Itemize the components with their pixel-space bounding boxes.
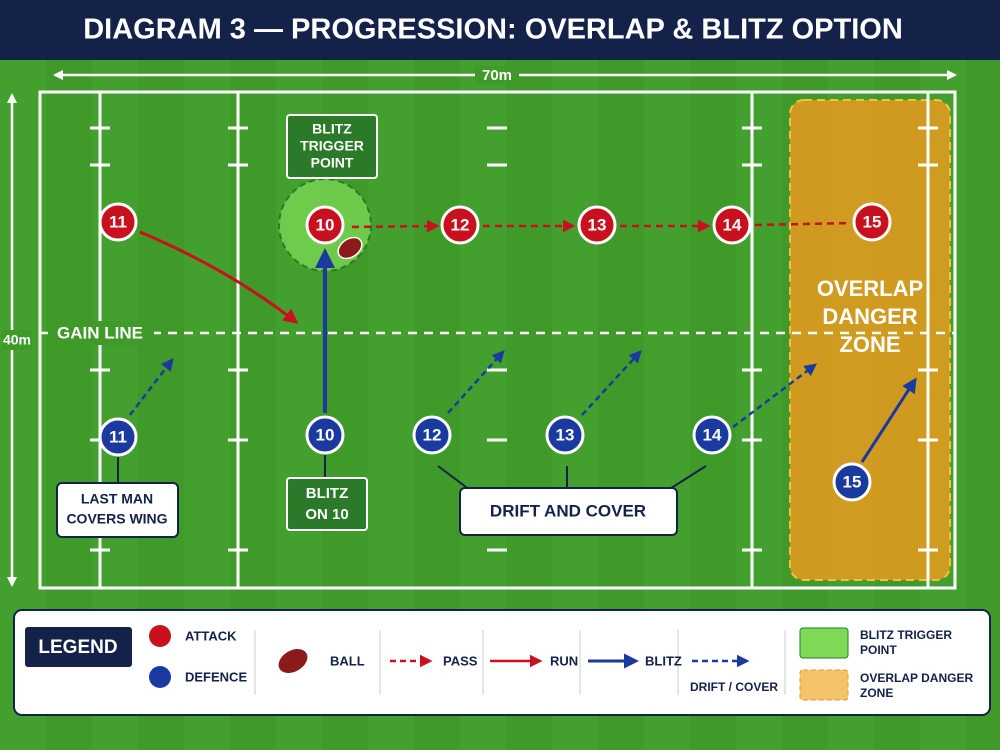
attacker xyxy=(440,205,480,245)
pitch-outline xyxy=(38,90,957,590)
legend-label: BLITZ TRIGGER xyxy=(860,628,952,642)
legend-swatch xyxy=(799,669,849,701)
run-arrow xyxy=(139,230,299,324)
legend-label: BLITZ xyxy=(645,653,682,668)
attacker xyxy=(712,205,752,245)
danger-label: OVERLAP xyxy=(817,276,923,301)
legend-label: BALL xyxy=(330,653,365,668)
title: DIAGRAM 3 — PROGRESSION: OVERLAP & BLITZ… xyxy=(83,14,903,46)
legend-dividers xyxy=(254,630,786,695)
attacker-number: 11 xyxy=(109,212,127,231)
legend-label: POINT xyxy=(860,643,897,657)
ball xyxy=(337,236,363,260)
legend-swatch xyxy=(799,627,849,659)
defender xyxy=(305,415,345,455)
height-label: 40m xyxy=(3,332,31,348)
attacker xyxy=(577,205,617,245)
callout-box xyxy=(286,477,368,531)
pass-arrows xyxy=(351,219,851,233)
legend-title: LEGEND xyxy=(38,637,117,658)
defender-number: 15 xyxy=(843,472,862,491)
legend-label: ZONE xyxy=(860,686,893,700)
label-bg xyxy=(48,321,154,345)
defender xyxy=(98,417,138,457)
callout-text: ON 10 xyxy=(305,506,348,523)
defender-number: 11 xyxy=(109,427,127,446)
attacker xyxy=(98,202,138,242)
legend-label: DRIFT / COVER xyxy=(690,680,778,694)
defender xyxy=(412,415,452,455)
defender-number: 13 xyxy=(556,425,575,444)
callout-box xyxy=(56,482,179,538)
legend-swatch xyxy=(277,648,309,674)
legend-swatch xyxy=(149,666,171,688)
legend-label: DEFENCE xyxy=(185,669,247,684)
legend-label: PASS xyxy=(443,653,478,668)
legend-box xyxy=(13,609,991,716)
gain-line-label: GAIN LINE xyxy=(57,323,143,342)
legend-title-bg xyxy=(25,627,132,667)
danger-zone xyxy=(789,99,951,581)
callout-text: TRIGGER xyxy=(300,138,364,154)
attacker-number: 10 xyxy=(316,215,335,234)
defender xyxy=(692,415,732,455)
defender-number: 14 xyxy=(703,425,722,444)
danger-label: ZONE xyxy=(839,332,900,357)
callout-box xyxy=(459,487,678,536)
label-bg xyxy=(475,66,519,84)
attacker xyxy=(305,205,345,245)
label-bg xyxy=(2,330,32,350)
legend-label: OVERLAP DANGER xyxy=(860,671,973,685)
width-label: 70m xyxy=(482,67,512,84)
attacker-number: 12 xyxy=(451,215,470,234)
legend-swatch xyxy=(149,625,171,647)
callout-text: DRIFT AND COVER xyxy=(490,501,646,520)
title-bar xyxy=(0,0,1000,60)
callout-text: LAST MAN xyxy=(81,491,153,507)
danger-label: DANGER xyxy=(822,304,917,329)
connectors xyxy=(117,455,707,491)
attacker-number: 13 xyxy=(588,215,607,234)
defender-number: 10 xyxy=(316,425,335,444)
legend-label: ATTACK xyxy=(185,628,237,643)
attacker-number: 14 xyxy=(723,215,742,234)
attacker xyxy=(852,202,892,242)
run-arrow xyxy=(860,377,917,463)
drift-arrows xyxy=(129,350,817,428)
callout-text: BLITZ xyxy=(306,485,349,502)
defender xyxy=(832,462,872,502)
callout-text: BLITZ xyxy=(312,121,352,137)
callout-box xyxy=(286,114,378,179)
callout-text: COVERS WING xyxy=(66,511,167,527)
attacker-number: 15 xyxy=(863,212,882,231)
defender xyxy=(545,415,585,455)
defender-number: 12 xyxy=(423,425,442,444)
callout-text: POINT xyxy=(311,155,354,171)
legend-label: RUN xyxy=(550,653,578,668)
